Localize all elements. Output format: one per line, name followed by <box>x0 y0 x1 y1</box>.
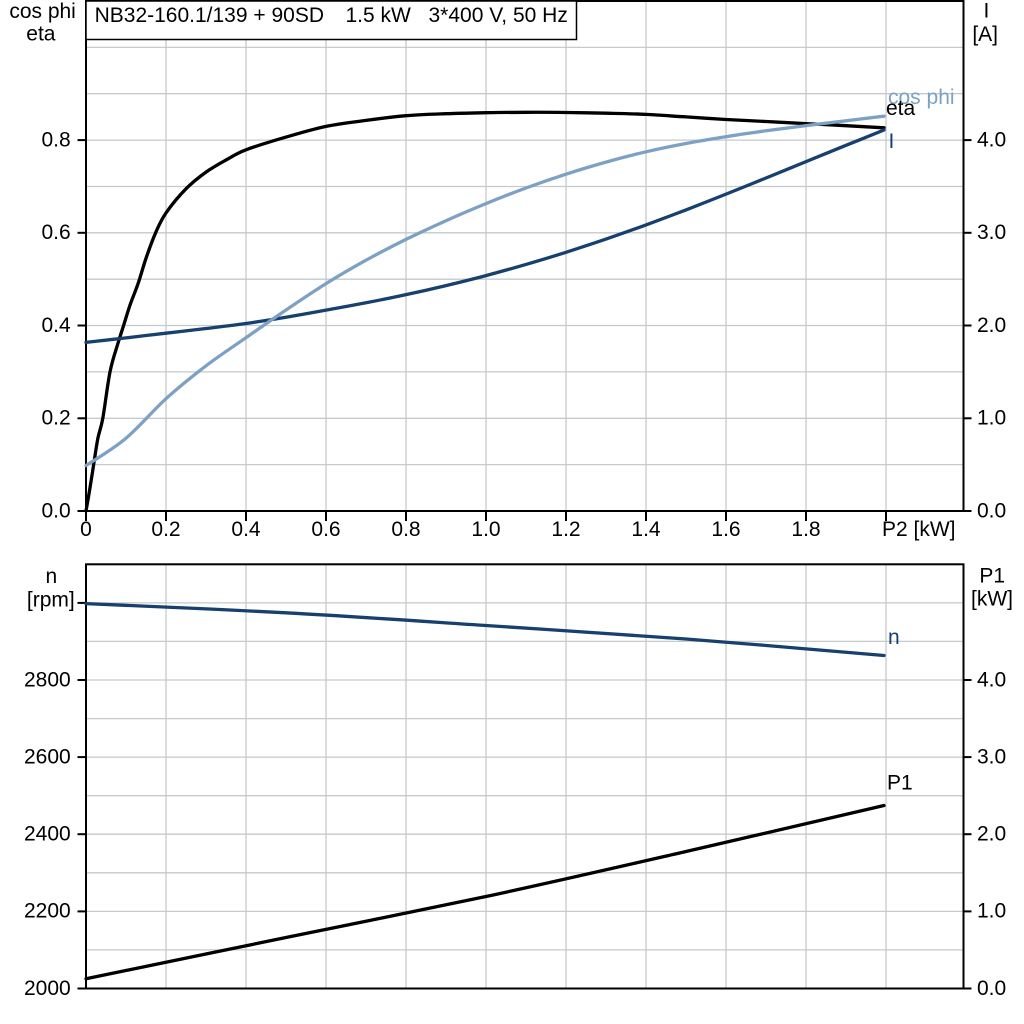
svg-text:P1: P1 <box>887 772 913 795</box>
svg-text:P1: P1 <box>979 564 1005 587</box>
svg-text:1.5 kW: 1.5 kW <box>346 4 412 27</box>
svg-text:1.0: 1.0 <box>977 407 1006 430</box>
svg-text:2800: 2800 <box>24 668 71 691</box>
svg-text:3.0: 3.0 <box>977 745 1006 768</box>
svg-text:2.0: 2.0 <box>977 314 1006 337</box>
svg-text:2.0: 2.0 <box>977 823 1006 846</box>
svg-text:[rpm]: [rpm] <box>27 589 75 612</box>
svg-text:1.4: 1.4 <box>631 518 661 541</box>
svg-text:0: 0 <box>80 518 92 541</box>
svg-text:[A]: [A] <box>972 23 998 46</box>
svg-text:0.0: 0.0 <box>41 499 70 522</box>
svg-text:n: n <box>888 626 900 649</box>
svg-text:2200: 2200 <box>24 900 71 923</box>
svg-text:3.0: 3.0 <box>977 221 1006 244</box>
svg-text:I: I <box>889 130 895 153</box>
svg-text:0.4: 0.4 <box>41 314 71 337</box>
svg-text:eta: eta <box>26 22 56 45</box>
svg-text:4.0: 4.0 <box>977 128 1006 151</box>
svg-text:n: n <box>45 565 57 588</box>
svg-text:0.0: 0.0 <box>977 499 1006 522</box>
svg-text:1.2: 1.2 <box>551 518 580 541</box>
svg-text:0.8: 0.8 <box>391 518 420 541</box>
svg-text:I: I <box>983 0 989 23</box>
svg-text:0.2: 0.2 <box>41 407 70 430</box>
svg-text:[kW]: [kW] <box>971 588 1013 611</box>
svg-text:0.8: 0.8 <box>41 128 70 151</box>
svg-text:eta: eta <box>886 97 916 120</box>
svg-text:2600: 2600 <box>24 745 71 768</box>
svg-text:2400: 2400 <box>24 823 71 846</box>
svg-text:1.0: 1.0 <box>977 900 1006 923</box>
svg-text:4.0: 4.0 <box>977 668 1006 691</box>
svg-text:3*400 V, 50 Hz: 3*400 V, 50 Hz <box>429 4 568 27</box>
svg-text:cos phi: cos phi <box>9 0 76 23</box>
svg-text:cos phi: cos phi <box>888 86 955 109</box>
svg-text:0.6: 0.6 <box>311 518 340 541</box>
svg-text:0.0: 0.0 <box>977 977 1006 1000</box>
svg-text:0.4: 0.4 <box>231 518 261 541</box>
svg-text:NB32-160.1/139 + 90SD: NB32-160.1/139 + 90SD <box>95 4 324 27</box>
svg-text:0.2: 0.2 <box>151 518 180 541</box>
svg-text:1.6: 1.6 <box>711 518 740 541</box>
svg-text:2000: 2000 <box>24 977 71 1000</box>
svg-text:1.8: 1.8 <box>791 518 820 541</box>
svg-text:0.6: 0.6 <box>41 221 70 244</box>
svg-text:P2 [kW]: P2 [kW] <box>882 518 956 541</box>
svg-text:1.0: 1.0 <box>471 518 500 541</box>
